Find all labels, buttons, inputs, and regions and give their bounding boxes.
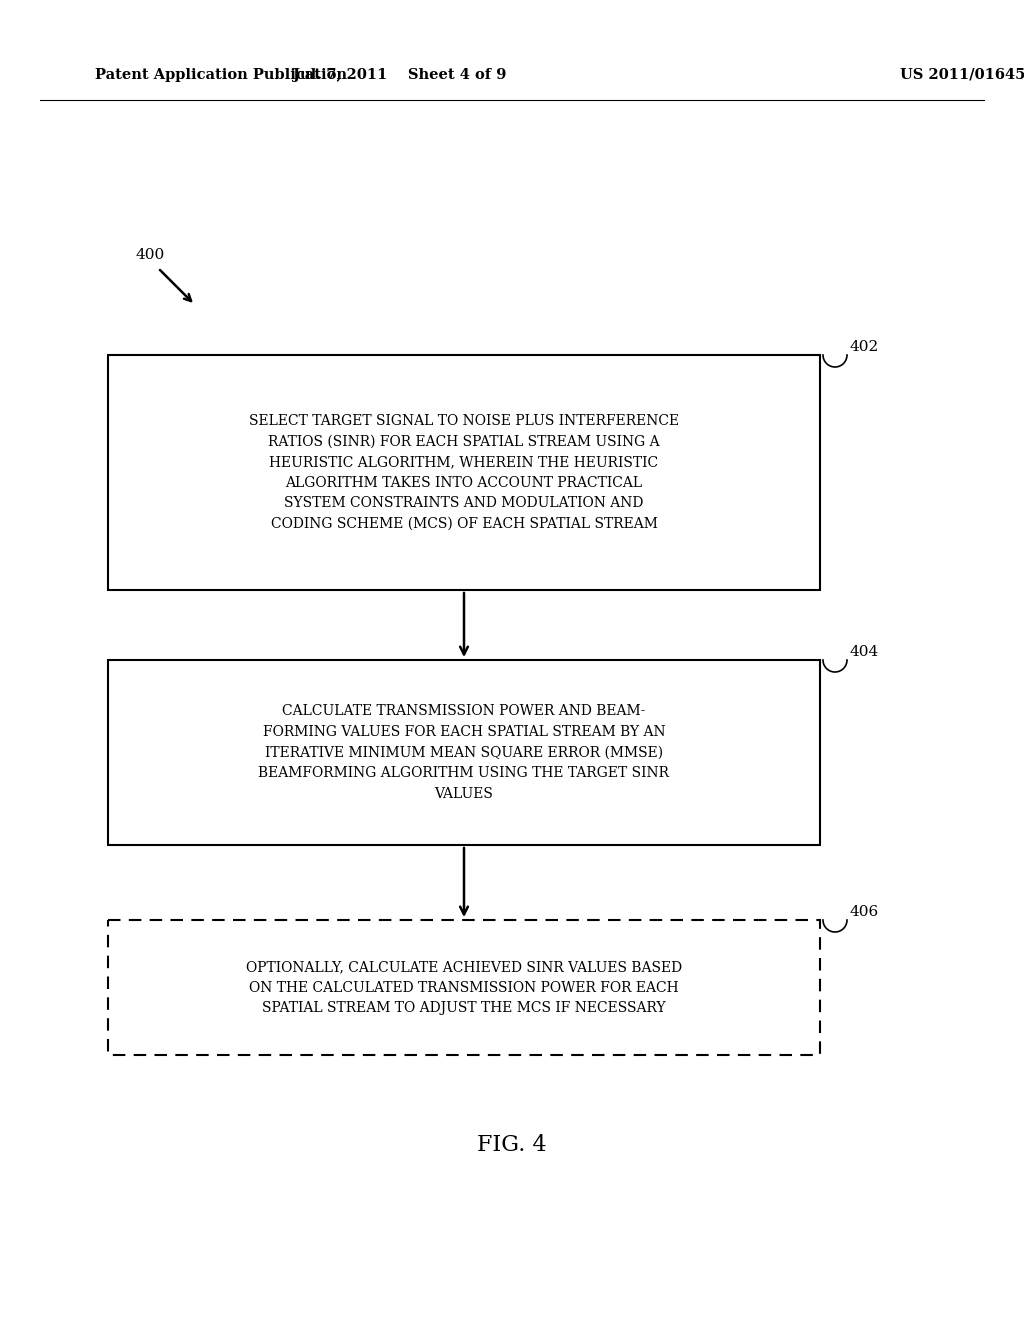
Text: 404: 404 (849, 645, 879, 659)
Text: 400: 400 (135, 248, 164, 261)
Bar (108, 355, 820, 590)
Bar (108, 920, 820, 1055)
Text: FIG. 4: FIG. 4 (477, 1134, 547, 1156)
Bar (108, 660, 820, 845)
Text: 402: 402 (849, 341, 879, 354)
Text: US 2011/0164576 A1: US 2011/0164576 A1 (900, 69, 1024, 82)
Text: CALCULATE TRANSMISSION POWER AND BEAM-
FORMING VALUES FOR EACH SPATIAL STREAM BY: CALCULATE TRANSMISSION POWER AND BEAM- F… (258, 705, 670, 801)
Text: 406: 406 (849, 906, 879, 919)
Text: OPTIONALLY, CALCULATE ACHIEVED SINR VALUES BASED
ON THE CALCULATED TRANSMISSION : OPTIONALLY, CALCULATE ACHIEVED SINR VALU… (246, 960, 682, 1015)
Text: SELECT TARGET SIGNAL TO NOISE PLUS INTERFERENCE
RATIOS (SINR) FOR EACH SPATIAL S: SELECT TARGET SIGNAL TO NOISE PLUS INTER… (249, 414, 679, 531)
Text: Jul. 7, 2011    Sheet 4 of 9: Jul. 7, 2011 Sheet 4 of 9 (293, 69, 507, 82)
Text: Patent Application Publication: Patent Application Publication (95, 69, 347, 82)
